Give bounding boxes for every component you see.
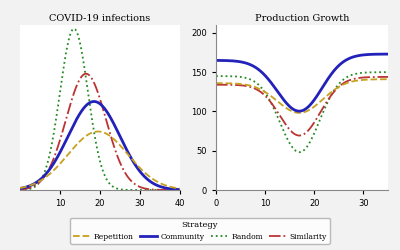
Title: Production Growth: Production Growth [255, 14, 349, 23]
Legend: Repetition, Community, Random, Similarity: Repetition, Community, Random, Similarit… [70, 218, 330, 244]
Title: COVID-19 infections: COVID-19 infections [49, 14, 151, 23]
